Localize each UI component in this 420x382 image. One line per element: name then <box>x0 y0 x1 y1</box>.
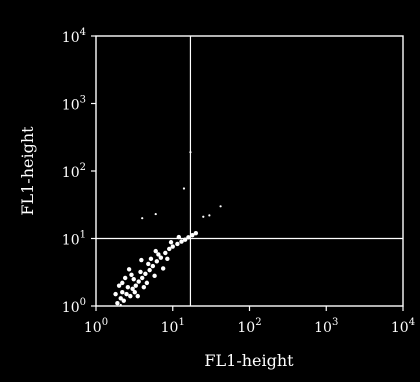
event-point <box>148 256 154 262</box>
y-tick-label: 102 <box>62 162 86 181</box>
outlier-point <box>219 205 222 208</box>
y-tick-label: 101 <box>62 230 86 249</box>
event-point <box>121 298 126 303</box>
event-point <box>135 293 140 299</box>
event-point <box>163 250 168 256</box>
quadrant-gates <box>96 36 403 306</box>
x-tick-label: 100 <box>84 317 108 336</box>
event-point <box>122 275 128 281</box>
y-axis-ticks: 100 101 102 103 104 <box>62 27 96 316</box>
event-point <box>158 255 164 260</box>
event-point <box>131 276 136 282</box>
outlier-point <box>189 151 192 154</box>
event-point <box>182 237 188 242</box>
event-point <box>140 275 145 281</box>
event-point <box>139 257 144 263</box>
x-tick-label: 103 <box>314 317 338 336</box>
x-axis-ticks: 100 101 102 103 104 <box>84 306 415 336</box>
event-point <box>124 291 129 297</box>
outlier-point <box>182 187 186 190</box>
event-point <box>193 230 199 236</box>
event-point <box>165 256 170 262</box>
x-tick-label: 101 <box>161 317 185 336</box>
y-tick-label: 100 <box>62 297 86 316</box>
event-point <box>190 232 195 238</box>
event-point <box>175 241 180 247</box>
event-point <box>160 266 166 271</box>
event-point <box>168 240 174 245</box>
event-point <box>176 234 182 240</box>
event-point <box>141 284 147 290</box>
outlier-point <box>119 303 122 307</box>
outlier-point <box>202 215 205 218</box>
y-tick-label: 103 <box>62 95 86 114</box>
event-point <box>125 284 131 290</box>
event-point <box>136 279 141 284</box>
event-point <box>116 283 122 288</box>
event-point <box>167 246 172 252</box>
event-point <box>153 248 158 254</box>
outlier-point <box>208 214 211 217</box>
event-point <box>150 263 156 269</box>
y-tick-label: 104 <box>62 27 86 46</box>
event-point <box>130 286 135 291</box>
event-point <box>143 271 148 276</box>
event-points <box>113 151 222 307</box>
event-point <box>115 301 120 306</box>
event-point <box>129 272 134 277</box>
event-point <box>146 261 151 267</box>
event-point <box>186 235 191 240</box>
event-point <box>128 293 133 299</box>
outlier-point <box>154 212 157 216</box>
event-point <box>154 259 160 264</box>
event-point <box>126 267 132 272</box>
event-point <box>133 283 138 288</box>
event-point <box>156 252 161 257</box>
x-axis-title: FL1-height <box>204 351 294 370</box>
event-point <box>113 291 118 297</box>
outlier-point <box>141 217 144 220</box>
event-point <box>118 296 123 301</box>
event-point <box>147 267 152 273</box>
x-tick-label: 102 <box>237 317 261 336</box>
event-point <box>120 280 125 286</box>
event-point <box>132 290 137 295</box>
event-point <box>144 280 150 286</box>
x-tick-label: 104 <box>391 317 415 336</box>
event-point <box>138 269 143 275</box>
event-point <box>179 239 184 244</box>
event-point <box>152 273 157 279</box>
event-point <box>170 244 175 249</box>
event-point <box>120 290 125 295</box>
y-axis-title: FL1-height <box>18 126 37 216</box>
